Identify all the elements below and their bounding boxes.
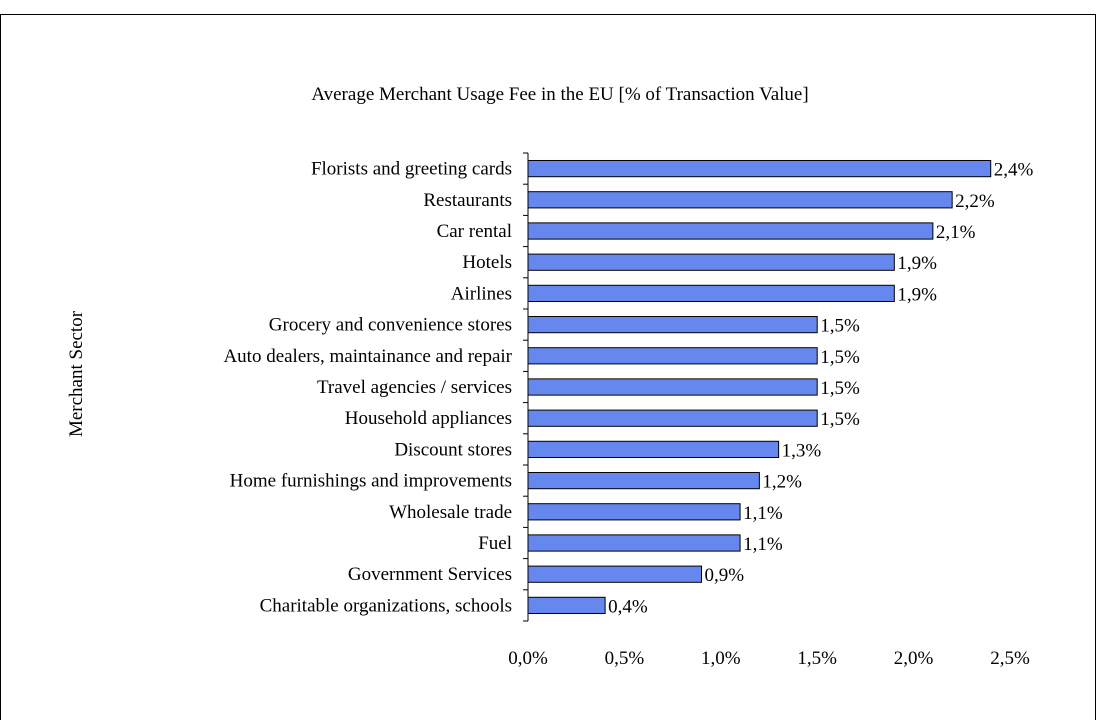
data-label: 1,1% [743,534,783,555]
chart-border [0,14,1096,721]
data-label: 1,5% [820,316,860,337]
category-label: Restaurants [423,190,512,211]
data-label: 0,9% [705,565,745,586]
bar [527,191,953,209]
category-label: Car rental [437,221,512,242]
category-label: Charitable organizations, schools [260,595,512,616]
data-label: 0,4% [608,596,648,617]
bar [527,440,780,459]
data-labels: 2,4% 2,2% 2,1% 1,9% 1,9% 1,5% 1,5% 1,5% 1,5% 1,3%… [608,160,1033,618]
category-label: Government Services [348,564,512,585]
category-label: Grocery and convenience stores [269,315,512,336]
category-label: Discount stores [394,439,512,460]
data-label: 2,1% [936,222,976,243]
x-tick-label: 0,0% [508,648,548,669]
category-label: Airlines [451,283,512,304]
bar [527,409,818,427]
bar [527,596,606,615]
category-label: Hotels [462,252,512,273]
x-tick-label: 2,0% [894,648,934,669]
data-label: 1,3% [782,440,822,461]
bar-series [527,159,992,615]
bar [527,378,818,396]
bar [527,471,760,490]
bar [527,315,818,334]
data-label: 1,2% [762,472,802,493]
data-label: 2,4% [994,160,1034,181]
x-tick-label: 1,0% [701,648,741,669]
bar [527,503,741,521]
bar [527,253,895,271]
bar [527,222,934,240]
x-tick-labels: 0,0% 0,5% 1,0% 1,5% 2,0% 2,5% [508,648,1030,669]
data-label: 1,5% [820,409,860,430]
category-label: Home furnishings and improvements [230,471,512,492]
y-axis-label: Merchant Sector [66,310,87,437]
chart-title: Average Merchant Usage Fee in the EU [% … [311,84,808,105]
bar [527,284,895,303]
category-labels: Florists and greeting cards Restaurants Ca… [223,159,512,617]
category-label: Auto dealers, maintainance and repair [223,346,512,367]
x-tick-label: 2,5% [990,648,1030,669]
bar [527,347,818,365]
category-label: Wholesale trade [389,502,512,523]
bar [527,565,703,583]
category-label: Florists and greeting cards [311,159,512,180]
data-label: 1,9% [897,284,937,305]
data-label: 1,5% [820,347,860,368]
x-tick-label: 0,5% [605,648,645,669]
data-label: 1,5% [820,378,860,399]
data-label: 1,9% [897,253,937,274]
y-axis-ticks [523,152,528,622]
category-label: Household appliances [345,408,512,429]
category-label: Travel agencies / services [317,377,512,398]
data-label: 1,1% [743,503,783,524]
data-label: 2,2% [955,191,995,212]
category-label: Fuel [478,533,512,554]
bar [527,159,992,178]
bar [527,534,741,552]
x-tick-label: 1,5% [797,648,837,669]
